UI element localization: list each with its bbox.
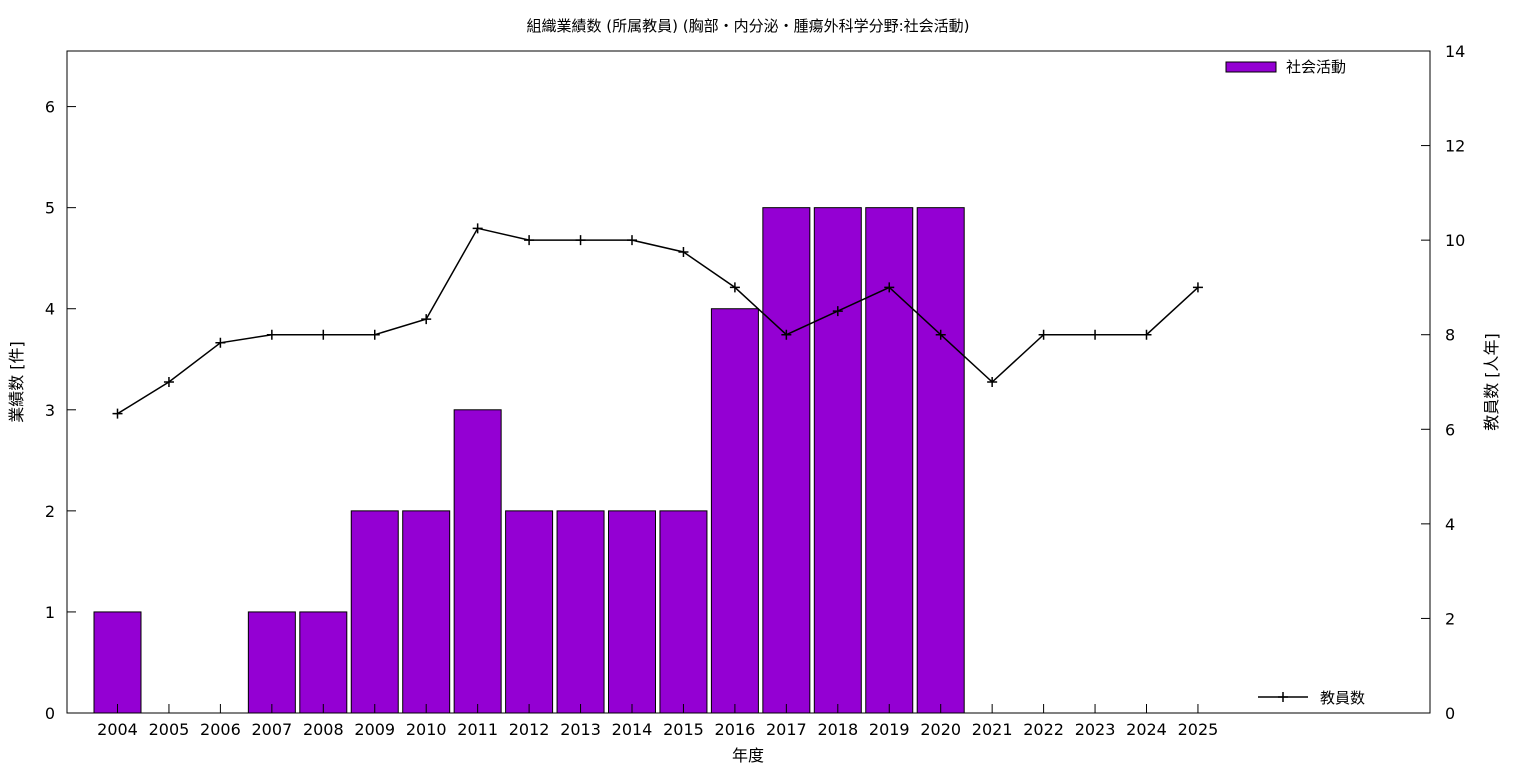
x-tick-label: 2015 xyxy=(663,720,704,739)
y-tick-label: 5 xyxy=(45,199,55,218)
legend-bar-label: 社会活動 xyxy=(1286,58,1346,76)
x-tick-label: 2013 xyxy=(560,720,601,739)
bar-2014 xyxy=(608,510,656,714)
point-2023 xyxy=(1090,329,1101,340)
y-tick-label: 0 xyxy=(45,704,55,723)
bar-2004 xyxy=(93,611,142,714)
x-tick-label: 2017 xyxy=(766,720,807,739)
legend-bar-swatch xyxy=(1225,61,1277,73)
point-2011 xyxy=(472,223,483,234)
point-2020 xyxy=(935,329,946,340)
x-tick-label: 2021 xyxy=(972,720,1013,739)
point-2019 xyxy=(884,282,895,293)
point-2024 xyxy=(1141,329,1152,340)
y-tick-label: 6 xyxy=(45,98,55,117)
x-tick-label: 2010 xyxy=(406,720,447,739)
bar-2010 xyxy=(402,510,451,714)
point-2005 xyxy=(163,377,174,387)
x-tick-label: 2020 xyxy=(920,720,961,739)
x-tick-label: 2018 xyxy=(817,720,858,739)
bar-2015 xyxy=(659,510,708,714)
x-tick-label: 2023 xyxy=(1075,720,1116,739)
bar-2007 xyxy=(247,611,296,714)
legend-line: 教員数 xyxy=(1258,689,1365,707)
bar-2013 xyxy=(556,510,605,714)
point-2009 xyxy=(369,329,380,340)
y2-tick-label: 8 xyxy=(1445,326,1455,345)
y2-tick-label: 0 xyxy=(1445,704,1455,723)
point-2012 xyxy=(524,235,535,246)
y-tick-label: 1 xyxy=(45,603,55,622)
bar-2018 xyxy=(813,207,862,714)
y2-tick-label: 12 xyxy=(1445,137,1465,156)
bar-2009 xyxy=(350,510,399,714)
y2-tick-label: 10 xyxy=(1445,231,1465,250)
y2-tick-label: 4 xyxy=(1445,515,1455,534)
bar-2011 xyxy=(453,409,502,714)
point-2016 xyxy=(729,282,740,293)
point-2008 xyxy=(318,329,329,340)
legend-line-marker xyxy=(1278,692,1288,702)
point-2004 xyxy=(112,408,123,419)
y2-axis-label: 教員数 [人年] xyxy=(1482,333,1501,431)
line-layer xyxy=(112,223,1203,419)
x-tick-label: 2019 xyxy=(869,720,910,739)
point-2010 xyxy=(421,314,432,325)
point-2006 xyxy=(215,337,226,348)
x-tick-label: 2006 xyxy=(200,720,241,739)
point-2007 xyxy=(266,329,277,340)
chart-title: 組織業績数 (所属教員) (胸部・内分泌・腫瘍外科学分野:社会活動) xyxy=(526,17,969,35)
point-2017 xyxy=(781,329,792,340)
bar-2008 xyxy=(299,611,348,714)
x-tick-label: 2008 xyxy=(303,720,344,739)
y-tick-label: 3 xyxy=(45,401,55,420)
legend-line-label: 教員数 xyxy=(1320,689,1365,707)
x-tick-label: 2024 xyxy=(1126,720,1167,739)
bar-2016 xyxy=(710,308,759,714)
x-tick-label: 2016 xyxy=(715,720,756,739)
legend-bars: 社会活動 xyxy=(1225,58,1346,76)
point-2013 xyxy=(575,235,586,246)
point-2022 xyxy=(1038,329,1049,340)
x-tick-label: 2014 xyxy=(612,720,653,739)
y2-tick-label: 6 xyxy=(1445,420,1455,439)
y-tick-label: 2 xyxy=(45,502,55,521)
y-tick-label: 4 xyxy=(45,300,55,319)
x-tick-label: 2011 xyxy=(457,720,498,739)
x-tick-label: 2025 xyxy=(1178,720,1219,739)
bars-layer xyxy=(93,207,965,714)
point-2015 xyxy=(678,246,689,257)
bar-2017 xyxy=(762,207,811,714)
y2-tick-label: 14 xyxy=(1445,42,1465,61)
x-tick-label: 2005 xyxy=(149,720,190,739)
x-tick-label: 2004 xyxy=(97,720,138,739)
x-axis-label: 年度 xyxy=(732,746,764,765)
x-tick-label: 2022 xyxy=(1023,720,1064,739)
y2-tick-label: 2 xyxy=(1445,609,1455,628)
point-2025 xyxy=(1192,282,1203,293)
bar-2020 xyxy=(916,207,965,714)
x-tick-label: 2009 xyxy=(354,720,395,739)
bar-2012 xyxy=(505,510,554,714)
faculty-count-line xyxy=(117,227,1199,415)
point-2018 xyxy=(832,306,843,317)
y-axis-label: 業績数 [件] xyxy=(7,341,26,423)
x-tick-label: 2012 xyxy=(509,720,550,739)
point-2021 xyxy=(987,377,998,387)
x-tick-label: 2007 xyxy=(251,720,292,739)
point-2014 xyxy=(627,235,637,246)
